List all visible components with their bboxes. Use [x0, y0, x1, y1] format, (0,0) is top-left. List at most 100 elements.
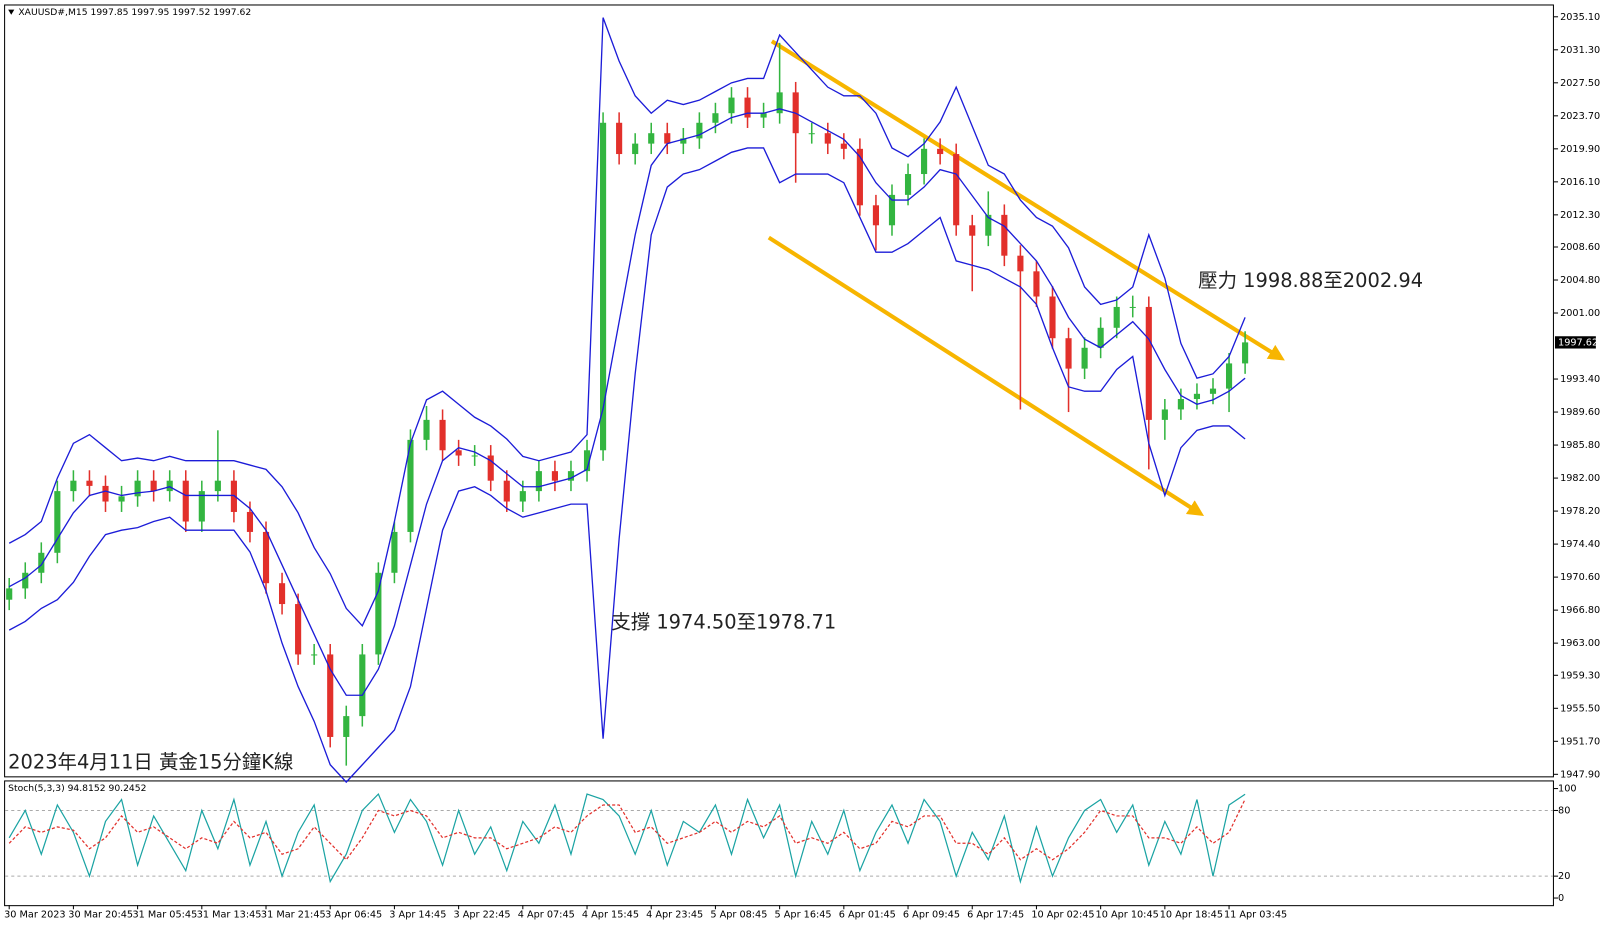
candle-body	[70, 480, 77, 492]
candle-body	[1065, 338, 1072, 369]
y-tick-label: 1974.40	[1560, 539, 1600, 550]
price-box	[1554, 336, 1596, 349]
candle-body	[359, 654, 366, 717]
main-panel	[4, 4, 1554, 778]
y-tick-label: 1989.60	[1560, 407, 1600, 418]
candle-body	[134, 480, 141, 497]
x-tick-label: 6 Apr 01:45	[839, 909, 896, 920]
channel-lower	[767, 235, 1205, 516]
x-tick-label: 30 Mar 2023	[4, 909, 66, 920]
candle-body	[1177, 399, 1184, 410]
candle-body	[776, 92, 783, 114]
candle-body	[760, 113, 767, 118]
candle-body	[728, 97, 735, 114]
y-tick-label: 1951.70	[1560, 736, 1600, 747]
y-tick-label: 100	[1558, 784, 1577, 795]
y-tick-label: 2001.00	[1560, 308, 1600, 319]
candle-body	[551, 471, 558, 481]
x-tick-label: 30 Mar 20:45	[68, 909, 133, 920]
candle-body	[1129, 306, 1136, 308]
symbol-header: XAUUSD#,M15 1997.85 1997.95 1997.52 1997…	[18, 7, 251, 18]
y-tick-label: 1978.20	[1560, 506, 1600, 517]
y-tick-label: 2023.70	[1560, 111, 1600, 122]
candle-body	[166, 480, 173, 492]
candle-body	[712, 113, 719, 123]
y-tick-label: 1970.60	[1560, 572, 1600, 583]
y-tick-label: 0	[1558, 893, 1564, 904]
candle-body	[583, 450, 591, 472]
y-tick-label: 2012.30	[1560, 210, 1600, 221]
candle-body	[824, 133, 831, 144]
band-middle	[8, 108, 1246, 696]
candle-body	[953, 154, 960, 226]
chart-caption: 2023年4月11日 黃金15分鐘K線	[8, 751, 293, 774]
candle-body	[1097, 327, 1104, 348]
price-label: 1997.62	[1558, 337, 1598, 348]
stoch-line	[8, 792, 1246, 884]
x-tick-label: 6 Apr 09:45	[903, 909, 960, 920]
x-tick-label: 10 Apr 02:45	[1031, 909, 1094, 920]
candle-body	[648, 133, 655, 144]
candle-body	[1145, 306, 1152, 420]
candle-body	[600, 122, 607, 451]
y-tick-label: 1966.80	[1560, 605, 1600, 616]
y-tick-label: 1947.90	[1560, 769, 1600, 780]
candle-body	[278, 583, 286, 605]
candle-body	[455, 450, 462, 456]
candle-body	[985, 214, 992, 236]
y-tick-label: 2016.10	[1560, 177, 1600, 188]
candle-body	[150, 480, 157, 492]
candle-body	[808, 133, 815, 135]
x-tick-label: 6 Apr 17:45	[967, 909, 1024, 920]
stoch-line	[8, 798, 1246, 861]
candle-body	[872, 205, 880, 226]
candle-body	[888, 194, 896, 226]
candle-body	[616, 122, 623, 155]
y-tick-label: 1963.00	[1560, 638, 1600, 649]
y-tick-label: 1985.80	[1560, 440, 1600, 451]
candle-body	[230, 480, 237, 512]
candle-body	[343, 716, 350, 737]
resistance-note: 壓力 1998.88至2002.94	[1198, 269, 1423, 292]
candle-body	[54, 491, 61, 553]
x-tick-label: 31 Mar 05:45	[132, 909, 197, 920]
candle-body	[6, 588, 13, 600]
candle-body	[391, 531, 398, 573]
candle-body	[375, 572, 382, 655]
candle-body	[921, 148, 928, 175]
candle-body	[1017, 255, 1024, 272]
candle-body	[1225, 363, 1233, 389]
y-tick-label: 2031.30	[1560, 45, 1600, 56]
x-tick-label: 3 Apr 22:45	[454, 909, 511, 920]
candle-body	[439, 419, 446, 451]
x-tick-label: 4 Apr 07:45	[518, 909, 575, 920]
stoch-panel	[4, 780, 1554, 907]
y-tick-label: 2027.50	[1560, 78, 1600, 89]
candle-body	[102, 485, 109, 502]
x-tick-label: 4 Apr 23:45	[646, 909, 703, 920]
candle-body	[471, 455, 478, 457]
x-tick-label: 10 Apr 10:45	[1096, 909, 1159, 920]
candle-body	[969, 225, 976, 236]
y-tick-label: 20	[1558, 871, 1570, 882]
x-tick-label: 31 Mar 21:45	[261, 909, 326, 920]
y-tick-label: 2019.90	[1560, 144, 1600, 155]
candle-body	[295, 604, 302, 655]
x-tick-label: 5 Apr 08:45	[710, 909, 767, 920]
candle-body	[423, 419, 430, 440]
candle-body	[904, 174, 912, 195]
candle-body	[696, 122, 703, 139]
candle-body	[1081, 347, 1088, 369]
candle-body	[535, 471, 542, 492]
candle-body	[1193, 393, 1201, 400]
candle-body	[1049, 296, 1056, 339]
support-note: 支撐 1974.50至1978.71	[611, 610, 836, 633]
y-tick-label: 1955.50	[1560, 703, 1600, 714]
y-tick-label: 1993.40	[1560, 374, 1600, 385]
stoch-header: Stoch(5,3,3) 94.8152 90.2452	[8, 783, 146, 794]
y-tick-label: 2004.80	[1560, 275, 1600, 286]
candle-body	[519, 491, 526, 502]
x-tick-label: 3 Apr 06:45	[325, 909, 382, 920]
menu-arrow	[8, 9, 15, 15]
y-tick-label: 80	[1558, 805, 1570, 816]
